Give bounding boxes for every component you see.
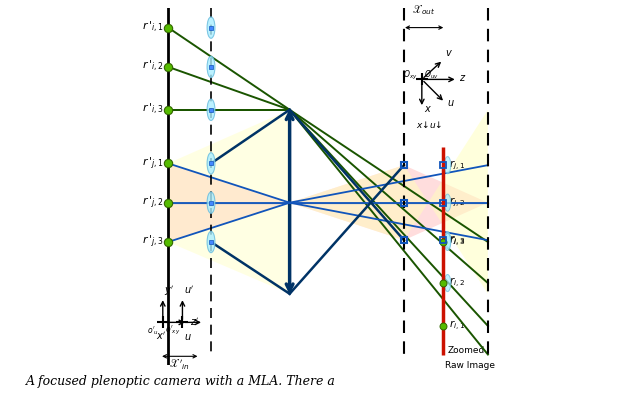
- Ellipse shape: [207, 17, 215, 39]
- Ellipse shape: [207, 56, 215, 78]
- Ellipse shape: [444, 194, 451, 211]
- Text: $r_{i,1}$: $r_{i,1}$: [449, 319, 465, 333]
- Ellipse shape: [207, 99, 215, 120]
- Text: $u$: $u$: [184, 332, 192, 342]
- Ellipse shape: [444, 156, 451, 174]
- Ellipse shape: [207, 192, 215, 214]
- Text: $r\,'_{i,2}$: $r\,'_{i,2}$: [142, 59, 164, 75]
- Ellipse shape: [444, 274, 451, 292]
- Text: $z$: $z$: [460, 73, 467, 83]
- Text: $o'_{xy}$: $o'_{xy}$: [165, 324, 180, 337]
- Text: $O_{xy}$: $O_{xy}$: [403, 69, 417, 82]
- Text: $r\,'_{i,3}$: $r\,'_{i,3}$: [142, 102, 164, 118]
- Text: $r\,'_{j,2}$: $r\,'_{j,2}$: [142, 195, 164, 211]
- Text: $r_{j,1}$: $r_{j,1}$: [449, 158, 465, 172]
- Text: $u'$: $u'$: [184, 285, 194, 297]
- Polygon shape: [168, 110, 290, 294]
- Text: $\mathscr{X}'_{in}$: $\mathscr{X}'_{in}$: [170, 358, 190, 372]
- Text: $r_{i,2}$: $r_{i,2}$: [449, 276, 465, 290]
- Text: $r_{j,3}$: $r_{j,3}$: [449, 233, 465, 247]
- Polygon shape: [290, 110, 488, 294]
- Text: $x$: $x$: [424, 104, 432, 114]
- Text: Raw Image: Raw Image: [445, 361, 495, 370]
- Text: $u$: $u$: [447, 98, 454, 108]
- Ellipse shape: [207, 153, 215, 174]
- Text: $x\!\downarrow$: $x\!\downarrow$: [416, 119, 429, 130]
- Polygon shape: [290, 165, 488, 240]
- Text: $z'$: $z'$: [189, 316, 199, 328]
- Text: $O_{uv}$: $O_{uv}$: [424, 69, 438, 81]
- Text: $y'$: $y'$: [164, 285, 174, 299]
- Text: $v$: $v$: [445, 48, 453, 58]
- Text: $r\,'_{i,1}$: $r\,'_{i,1}$: [142, 20, 164, 35]
- Text: $r_{j,2}$: $r_{j,2}$: [449, 196, 465, 209]
- Text: $\mathscr{X}_{out}$: $\mathscr{X}_{out}$: [412, 3, 436, 17]
- Ellipse shape: [207, 231, 215, 253]
- Text: $x'$: $x'$: [156, 331, 166, 342]
- Ellipse shape: [444, 233, 451, 251]
- Text: $r\,'_{j,3}$: $r\,'_{j,3}$: [142, 234, 164, 250]
- Text: A focused plenoptic camera with a MLA. There a: A focused plenoptic camera with a MLA. T…: [26, 375, 335, 387]
- Text: $u\!\downarrow$: $u\!\downarrow$: [429, 119, 442, 130]
- Text: $r_{i,3}$: $r_{i,3}$: [449, 235, 465, 249]
- Polygon shape: [168, 164, 290, 242]
- Text: $r\,'_{j,1}$: $r\,'_{j,1}$: [142, 155, 164, 172]
- Ellipse shape: [444, 231, 451, 249]
- Text: $o'_u$: $o'_u$: [147, 324, 159, 337]
- Text: Zoomed: Zoomed: [447, 347, 485, 355]
